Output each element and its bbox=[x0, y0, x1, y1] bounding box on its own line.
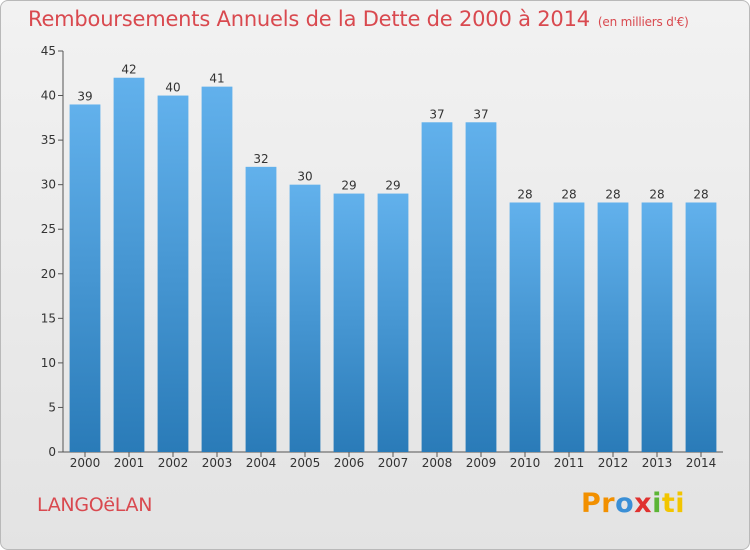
x-tick-label-2003: 2003 bbox=[202, 456, 233, 470]
x-tick-label-2000: 2000 bbox=[70, 456, 101, 470]
y-tick-label: 10 bbox=[41, 356, 56, 370]
bar-2009 bbox=[465, 122, 497, 453]
logo-part-3: x bbox=[634, 488, 653, 519]
bar-2011 bbox=[553, 202, 585, 452]
commune-name: LANGOëLAN bbox=[37, 494, 153, 516]
y-tick-label: 0 bbox=[48, 445, 56, 459]
y-tick-label: 15 bbox=[41, 311, 56, 325]
proxiti-logo: Proxiti bbox=[581, 488, 685, 519]
value-label-2005: 30 bbox=[297, 170, 312, 184]
y-tick-label: 40 bbox=[41, 89, 56, 103]
bar-2003 bbox=[201, 86, 233, 453]
chart-title-text: Remboursements Annuels de la Dette de 20… bbox=[28, 7, 590, 31]
y-tick-label: 5 bbox=[48, 400, 56, 414]
value-label-2009: 37 bbox=[473, 107, 488, 121]
logo-part-1: Pr bbox=[581, 488, 616, 519]
y-tick-label: 30 bbox=[41, 178, 56, 192]
x-tick-label-2010: 2010 bbox=[510, 456, 541, 470]
y-tick-label: 45 bbox=[41, 44, 56, 58]
value-label-2007: 29 bbox=[385, 179, 400, 193]
value-labels: 39 42 40 41 32 30 29 29 37 37 28 28 28 28 28 bbox=[77, 63, 708, 202]
value-label-2013: 28 bbox=[649, 187, 664, 201]
bars bbox=[69, 77, 717, 453]
bar-2014 bbox=[685, 202, 717, 452]
x-tick-label-2008: 2008 bbox=[422, 456, 453, 470]
x-axis: 2000 2001 2002 2003 2004 2005 2006 2007 2008 2009… bbox=[63, 451, 723, 470]
y-tick-label: 20 bbox=[41, 267, 56, 281]
y-axis: 0 5 10 15 20 25 30 35 40 45 bbox=[41, 44, 64, 459]
bar-2013 bbox=[641, 202, 673, 452]
bar-2000 bbox=[69, 104, 101, 452]
x-tick-label-2006: 2006 bbox=[334, 456, 365, 470]
logo-part-5: ti bbox=[661, 488, 686, 519]
chart-title: Remboursements Annuels de la Dette de 20… bbox=[28, 7, 689, 31]
value-label-2002: 40 bbox=[165, 81, 180, 95]
bar-2001 bbox=[113, 77, 145, 452]
value-label-2008: 37 bbox=[429, 107, 444, 121]
bar-2002 bbox=[157, 95, 189, 453]
x-tick-label-2001: 2001 bbox=[114, 456, 145, 470]
x-tick-label-2009: 2009 bbox=[466, 456, 497, 470]
x-tick-label-2011: 2011 bbox=[554, 456, 585, 470]
bar-2007 bbox=[377, 193, 409, 453]
x-tick-label-2007: 2007 bbox=[378, 456, 409, 470]
logo-part-2: o bbox=[615, 488, 635, 519]
x-tick-label-2005: 2005 bbox=[290, 456, 321, 470]
value-label-2003: 41 bbox=[209, 72, 224, 86]
y-tick-label: 25 bbox=[41, 222, 56, 236]
y-tick-label: 35 bbox=[41, 133, 56, 147]
bar-2012 bbox=[597, 202, 629, 452]
value-label-2012: 28 bbox=[605, 187, 620, 201]
unit-label: (en milliers d'€) bbox=[597, 15, 689, 29]
value-label-2000: 39 bbox=[77, 89, 92, 103]
value-label-2004: 32 bbox=[253, 152, 268, 166]
value-label-2010: 28 bbox=[517, 187, 532, 201]
bar-2010 bbox=[509, 202, 541, 452]
bar-2004 bbox=[245, 166, 277, 452]
x-tick-label-2002: 2002 bbox=[158, 456, 189, 470]
value-label-2006: 29 bbox=[341, 179, 356, 193]
bar-2008 bbox=[421, 122, 453, 453]
bar-2005 bbox=[289, 184, 321, 452]
logo-part-4: i bbox=[652, 488, 662, 519]
value-label-2011: 28 bbox=[561, 187, 576, 201]
x-tick-label-2013: 2013 bbox=[642, 456, 673, 470]
bar-2006 bbox=[333, 193, 365, 453]
x-tick-label-2012: 2012 bbox=[598, 456, 629, 470]
value-label-2001: 42 bbox=[121, 63, 136, 77]
x-tick-label-2004: 2004 bbox=[246, 456, 277, 470]
x-tick-label-2014: 2014 bbox=[686, 456, 717, 470]
value-label-2014: 28 bbox=[693, 187, 708, 201]
